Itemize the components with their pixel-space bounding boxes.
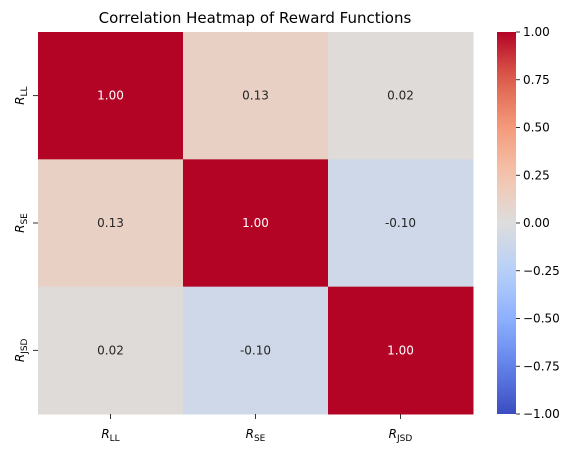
colorbar-tick-label-4: 0.00 (523, 216, 550, 230)
column-tick-label-2: RJSD (389, 427, 413, 444)
cell-value-label-r0-c2: 0.02 (387, 89, 414, 103)
column-tick-label-0: RLL (101, 427, 119, 444)
cell-value-label-r1-c0: 0.13 (97, 216, 124, 230)
cell-value-label-r1-c2: -0.10 (385, 216, 416, 230)
colorbar-tick-label-1: 0.75 (523, 73, 550, 87)
cell-value-label-r2-c1: -0.10 (240, 343, 271, 357)
colorbar-tick-label-7: −0.75 (523, 359, 560, 373)
row-tick-label-0: RLL (13, 86, 30, 104)
row-label-subscript: JSD (20, 338, 30, 354)
cell-value-label-r0-c1: 0.13 (242, 89, 269, 103)
row-label-subscript: SE (20, 213, 30, 225)
column-label-subscript: SE (254, 434, 266, 444)
heatmap-cell-r2-c2 (328, 286, 474, 415)
heatmap-cell-r0-c0 (38, 32, 184, 160)
column-label-subscript: JSD (396, 434, 412, 444)
row-tick-label-1: RSE (13, 213, 30, 233)
chart-title: Correlation Heatmap of Reward Functions (99, 9, 412, 27)
heatmap-cell-r1-c1 (183, 159, 329, 288)
svg-text:RSE: RSE (13, 213, 30, 233)
column-label-main: R (246, 427, 254, 441)
row-label-main: R (13, 354, 27, 362)
colorbar-tick-label-5: −0.25 (523, 264, 560, 278)
colorbar-ticks: 1.00 0.75 0.50 0.25 0.00 −0.25 −0.50 −0.75 −1.00 (516, 25, 560, 421)
cell-value-label-r2-c2: 1.00 (387, 343, 414, 357)
column-tick-label-1: RSE (246, 427, 266, 444)
row-tick-label-2: RJSD (13, 338, 30, 362)
heatmap-cell-r2-c0 (38, 286, 184, 415)
cell-value-label-r0-c0: 1.00 (97, 89, 124, 103)
colorbar-tick-label-0: 1.00 (523, 25, 550, 39)
colorbar-tick-label-2: 0.50 (523, 121, 550, 135)
heatmap-cell-r2-c1 (183, 286, 329, 415)
row-label-main: R (13, 97, 27, 105)
row-label-subscript: LL (20, 86, 30, 96)
column-label-main: R (389, 427, 397, 441)
svg-text:RJSD: RJSD (13, 338, 30, 362)
column-labels: RLL RSE RJSD (101, 413, 413, 444)
heatmap-cell-r0-c1 (183, 32, 329, 160)
cell-value-label-r1-c1: 1.00 (242, 216, 269, 230)
row-label-main: R (13, 225, 27, 233)
colorbar-tick-label-8: −1.00 (523, 407, 560, 421)
heatmap-cells: 1.00 0.13 0.02 0.13 1.00 -0.10 0.02 -0.10 1.00 (38, 32, 474, 415)
heatmap-cell-r0-c2 (328, 32, 474, 160)
svg-text:RLL: RLL (13, 86, 30, 104)
colorbar-tick-label-6: −0.50 (523, 312, 560, 326)
cell-value-label-r2-c0: 0.02 (97, 343, 124, 357)
column-label-subscript: LL (110, 434, 120, 444)
heatmap-cell-r1-c2 (328, 159, 474, 288)
heatmap-cell-r1-c0 (38, 159, 184, 288)
colorbar (497, 32, 516, 414)
column-label-main: R (101, 427, 109, 441)
colorbar-tick-label-3: 0.25 (523, 168, 550, 182)
